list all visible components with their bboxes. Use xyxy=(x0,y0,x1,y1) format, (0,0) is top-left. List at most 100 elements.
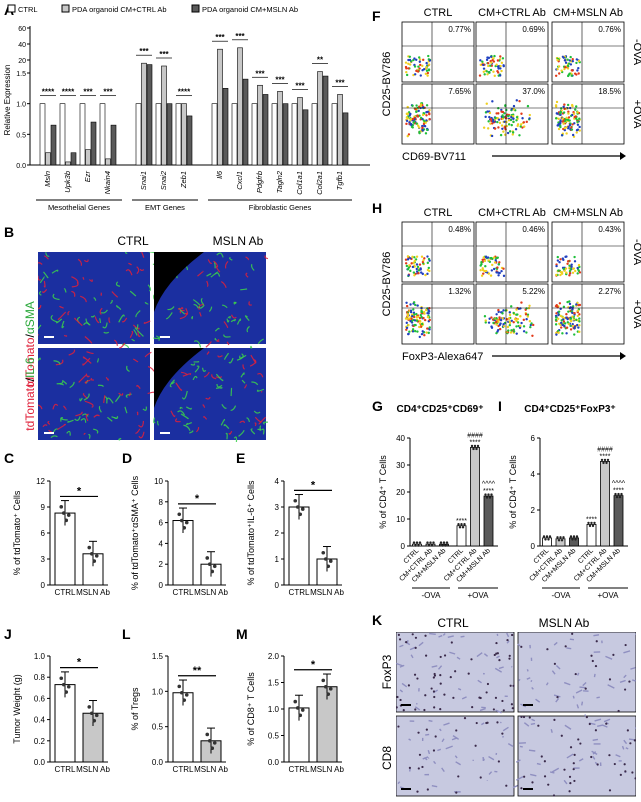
event-dot xyxy=(427,266,431,270)
fiber-strand xyxy=(45,252,50,257)
x-arrow-head xyxy=(620,152,626,160)
event-dot xyxy=(566,67,570,70)
micrograph-tile xyxy=(38,342,155,441)
event-dot xyxy=(511,114,515,118)
fiber-strand xyxy=(85,413,89,422)
panel-label-l: L xyxy=(122,626,131,642)
stained-cell xyxy=(407,684,410,687)
flow-plot: 0.76% xyxy=(551,21,625,83)
bar xyxy=(211,103,218,166)
tissue-fiber xyxy=(496,655,500,659)
column-header: CM+MSLN Ab xyxy=(553,7,623,19)
tissue-fiber xyxy=(619,679,626,684)
fiber-strand xyxy=(89,279,93,282)
fiber-strand xyxy=(129,290,137,297)
event-dot xyxy=(519,125,522,128)
event-dot xyxy=(566,260,570,263)
event-dot xyxy=(487,272,491,275)
event-dot xyxy=(493,127,497,130)
event-dot xyxy=(515,332,518,335)
fiber-strand xyxy=(140,252,145,258)
group-label: Fibroblastic Genes xyxy=(249,203,312,212)
event-dot xyxy=(503,126,506,129)
event-dot xyxy=(425,331,428,334)
fiber-strand xyxy=(115,305,122,310)
event-dot xyxy=(428,328,431,331)
tissue-fiber xyxy=(445,745,453,750)
tissue-fiber xyxy=(452,735,460,740)
event-dot xyxy=(528,304,531,307)
event-dot xyxy=(413,256,416,259)
event-dot xyxy=(415,315,418,319)
event-dot xyxy=(491,58,494,62)
fiber-strand xyxy=(132,324,140,330)
significance-marker: *** xyxy=(235,32,245,41)
significance-marker: **** xyxy=(613,488,624,495)
event-dot xyxy=(575,128,579,132)
bar xyxy=(186,115,193,166)
event-dot xyxy=(491,118,495,121)
stained-cell xyxy=(426,788,429,791)
event-dot xyxy=(417,271,420,275)
tissue-fiber xyxy=(576,704,580,709)
event-dot xyxy=(505,330,508,334)
data-point xyxy=(61,511,66,515)
fiber-strand xyxy=(147,366,155,372)
fiber-strand xyxy=(228,430,233,435)
event-dot xyxy=(510,115,513,119)
bar xyxy=(569,537,579,547)
fiber-strand xyxy=(206,273,212,277)
tissue-fiber xyxy=(630,666,636,670)
tissue-fiber xyxy=(437,665,443,670)
y-tick-label: 12 xyxy=(36,477,45,486)
event-dot xyxy=(407,266,411,269)
tissue-fiber xyxy=(499,721,502,724)
stained-cell xyxy=(398,638,402,641)
tissue-fiber xyxy=(441,738,445,743)
stained-cell xyxy=(418,753,422,756)
event-dot xyxy=(484,256,488,259)
quadrant-percentage: 7.65% xyxy=(448,87,471,96)
bar xyxy=(105,158,111,166)
fiber-strand xyxy=(171,381,175,385)
plot-frame xyxy=(551,21,625,83)
event-dot xyxy=(427,54,430,58)
tissue-fiber xyxy=(569,638,575,641)
event-dot xyxy=(577,72,580,75)
event-dot xyxy=(415,263,419,266)
fiber-strand xyxy=(190,363,196,366)
fiber-strand xyxy=(84,336,93,344)
event-dot xyxy=(424,308,428,312)
fiber-strand xyxy=(138,431,145,439)
fiber-strand xyxy=(246,325,250,333)
event-dot xyxy=(418,131,421,135)
stained-cell xyxy=(619,773,622,776)
event-dot xyxy=(578,313,581,316)
fiber-strand xyxy=(138,420,145,428)
tissue-fiber xyxy=(418,641,424,647)
tissue-fiber xyxy=(593,634,600,637)
event-dot xyxy=(565,326,569,329)
event-dot xyxy=(573,115,576,119)
event-dot xyxy=(497,308,500,312)
bar xyxy=(85,149,91,166)
group-label: Mesothelial Genes xyxy=(48,203,110,212)
event-dot xyxy=(405,73,409,77)
stained-cell xyxy=(591,659,594,663)
event-dot xyxy=(525,307,528,310)
event-dot xyxy=(406,134,409,138)
event-dot xyxy=(422,122,426,126)
data-point xyxy=(179,518,184,523)
fiber-strand xyxy=(66,430,71,436)
panel-label-c: C xyxy=(4,450,15,466)
data-point xyxy=(414,544,417,547)
fiber-strand xyxy=(134,324,139,330)
event-dot xyxy=(557,127,561,131)
panel-j-bar-chart: Tumor Weight (g) 0.0 0.2 0.4 0.6 0.8 1.0 CTRL MS… xyxy=(12,652,110,774)
event-dot xyxy=(410,317,413,321)
stained-cell xyxy=(479,776,482,779)
event-dot xyxy=(425,69,429,72)
significance-marker: #### xyxy=(597,446,613,453)
event-dot xyxy=(562,122,565,125)
significance-marker: ** xyxy=(193,665,202,677)
